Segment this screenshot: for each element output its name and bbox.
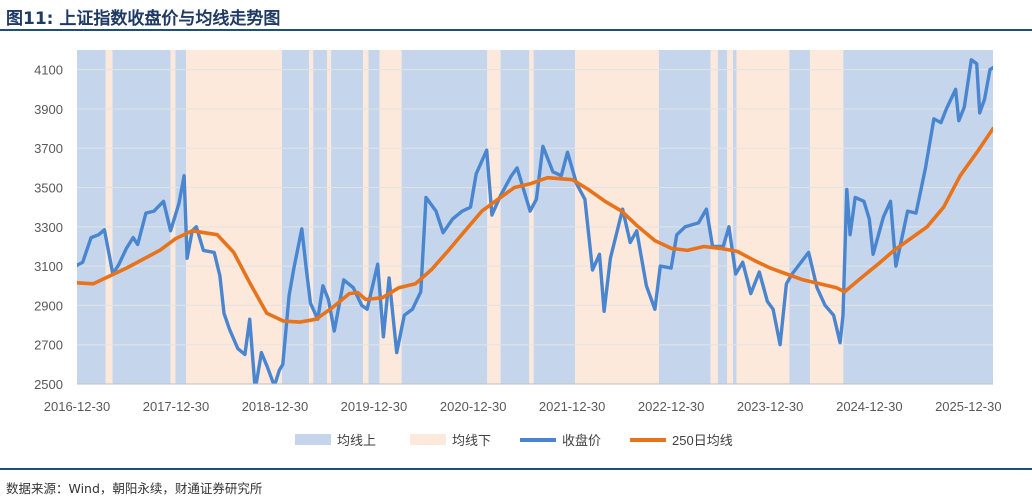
y-tick-label: 3700 bbox=[34, 141, 63, 156]
region-band-above bbox=[533, 50, 576, 384]
x-tick-label: 2018-12-30 bbox=[242, 399, 309, 414]
region-band-above bbox=[500, 50, 530, 384]
region-band-above bbox=[331, 50, 364, 384]
x-tick-label: 2017-12-30 bbox=[143, 399, 210, 414]
region-band-below bbox=[309, 50, 314, 384]
y-tick-label: 3100 bbox=[34, 259, 63, 274]
region-band-below bbox=[727, 50, 733, 384]
y-tick-label: 3900 bbox=[34, 102, 63, 117]
region-band-above bbox=[717, 50, 728, 384]
legend-below-swatch bbox=[410, 434, 446, 445]
top-rule bbox=[0, 29, 1032, 31]
x-axis-ticks: 2016-12-30 2017-12-30 2018-12-30 2019-12-30… bbox=[44, 399, 1002, 414]
source-note: 数据来源：Wind，朝阳永续，财通证券研究所 bbox=[6, 481, 263, 496]
region-band-below bbox=[529, 50, 534, 384]
y-tick-label: 4100 bbox=[34, 63, 63, 78]
region-band-above bbox=[732, 50, 737, 384]
region-band-above bbox=[77, 50, 106, 384]
x-tick-label: 2019-12-30 bbox=[341, 399, 408, 414]
x-tick-label: 2022-12-30 bbox=[638, 399, 705, 414]
x-tick-label: 2023-12-30 bbox=[737, 399, 804, 414]
y-tick-label: 2500 bbox=[34, 377, 63, 392]
region-band-above bbox=[843, 50, 993, 384]
y-tick-label: 2900 bbox=[34, 298, 63, 313]
figure-title: 图11: 上证指数收盘价与均线走势图 bbox=[6, 9, 281, 29]
region-band-below bbox=[327, 50, 332, 384]
ma250-line bbox=[77, 126, 993, 324]
region-band-below bbox=[575, 50, 659, 384]
region-band-above bbox=[175, 50, 187, 384]
region-band-below bbox=[363, 50, 369, 384]
regime-bands bbox=[77, 50, 993, 384]
legend-ma250-label: 250日均线 bbox=[672, 433, 733, 448]
close-price-line bbox=[77, 58, 993, 384]
region-band-above bbox=[401, 50, 488, 384]
legend-close-label: 收盘价 bbox=[562, 433, 601, 448]
region-band-below bbox=[379, 50, 402, 384]
x-tick-label: 2021-12-30 bbox=[539, 399, 606, 414]
legend-above-swatch bbox=[295, 434, 331, 445]
region-band-above bbox=[789, 50, 810, 384]
y-tick-label: 2700 bbox=[34, 338, 63, 353]
series-lines bbox=[77, 58, 993, 384]
x-tick-label: 2024-12-30 bbox=[836, 399, 903, 414]
region-band-below bbox=[186, 50, 283, 384]
x-tick-label: 2020-12-30 bbox=[440, 399, 507, 414]
region-band-above bbox=[313, 50, 328, 384]
legend-above-label: 均线上 bbox=[337, 433, 376, 448]
y-axis-ticks: 2500 2700 2900 3100 3300 3500 3700 3900 4100 bbox=[34, 63, 63, 392]
gridlines bbox=[77, 69, 993, 346]
y-tick-label: 3500 bbox=[34, 181, 63, 196]
legend: 均线上 均线下 收盘价 250日均线 bbox=[295, 433, 733, 448]
region-band-above bbox=[112, 50, 171, 384]
region-band-below bbox=[487, 50, 501, 384]
region-band-below bbox=[170, 50, 176, 384]
legend-below-label: 均线下 bbox=[452, 433, 491, 448]
y-tick-label: 3300 bbox=[34, 220, 63, 235]
region-band-above bbox=[368, 50, 380, 384]
x-tick-label: 2016-12-30 bbox=[44, 399, 111, 414]
region-band-below bbox=[105, 50, 113, 384]
region-band-below bbox=[710, 50, 718, 384]
bottom-rule bbox=[0, 468, 1032, 470]
x-tick-label: 2025-12-30 bbox=[935, 399, 1002, 414]
close-vs-ma250-chart: 2500 2700 2900 3100 3300 3500 3700 3900 4100 201… bbox=[34, 50, 1002, 448]
